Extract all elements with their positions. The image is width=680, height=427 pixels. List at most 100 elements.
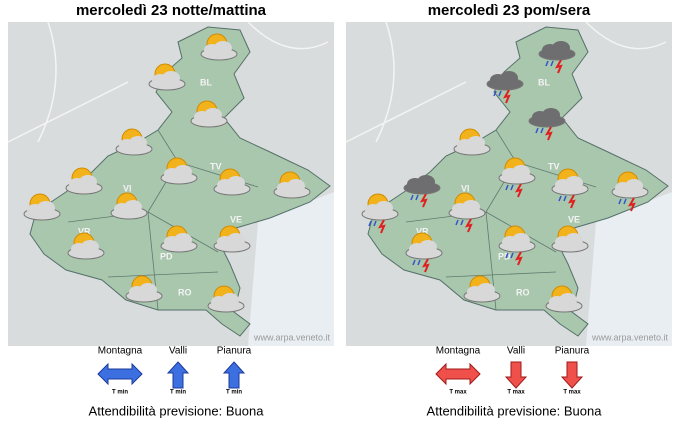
weather-icon [110,192,148,220]
arrow-label: T max [507,390,525,396]
lightning [627,197,636,212]
province-label: RO [516,287,530,297]
weather-icon [453,128,491,156]
cloud [204,108,222,122]
cloud [174,165,192,179]
weather-icon [213,225,251,253]
trend-arrow [97,362,143,386]
weather-icon [23,193,61,221]
cloud [512,165,530,179]
weather-icon [200,33,238,61]
forecast-panel: mercoledì 23 pom/sera BL TV VI VR PD VE RO www.a… [345,2,672,418]
lightning [502,89,511,104]
cloud [552,41,570,55]
weather-icon [551,225,589,253]
cloud [565,233,583,247]
lightning [514,183,523,198]
province-label: PD [498,251,511,261]
province-borders [405,129,597,311]
cloud [214,41,232,55]
lightning [554,59,563,74]
lightning [544,126,553,141]
cloud [139,283,157,297]
rain [412,259,421,266]
weather-icon [190,100,228,128]
weather-icon [361,193,399,234]
weather-icon [65,167,103,195]
cloud [81,240,99,254]
weather-icon [486,71,524,104]
reliability: Attendibilità previsione: Buona [427,403,603,418]
cloud [417,175,435,189]
province-borders [67,129,259,311]
cloud [129,136,147,150]
weather-icon [403,175,441,208]
province-label: BL [200,77,212,87]
province-label: TV [210,161,222,171]
province-label: TV [548,161,560,171]
weather-icon [160,225,198,253]
cloud [79,175,97,189]
watermark: www.arpa.veneto.it [591,332,669,342]
province-label: VI [123,183,132,193]
cloud [559,293,577,307]
cloud [565,176,583,190]
cloud [625,179,643,193]
lightning [419,193,428,208]
lightning [464,218,473,233]
lightning [514,251,523,266]
weather-icon [125,275,163,303]
cloud [227,233,245,247]
legend-label: Pianura [555,346,590,357]
weather-icon [448,192,486,233]
panel-title: mercoledì 23 notte/mattina [76,2,267,19]
rain [505,252,514,259]
map: BL TV VI VR PD VE RO www.arpa.veneto.it [7,21,334,346]
rain [368,220,377,227]
cloud [227,176,245,190]
cloud [162,71,180,85]
weather-icon [207,285,245,313]
rain [535,127,544,134]
legend-label: Pianura [217,346,252,357]
province-label: VE [568,214,580,224]
panel-title: mercoledì 23 pom/sera [428,2,591,19]
lightning [567,194,576,209]
cloud [500,71,518,85]
trend-arrow [560,361,584,389]
rain [410,194,419,201]
province-label: RO [178,287,192,297]
rain [558,195,567,202]
trend-arrow [504,361,528,389]
sea [586,192,672,346]
legend-label: Montagna [98,346,143,357]
cloud [542,108,560,122]
legend-label: Montagna [436,346,481,357]
weather-icon [528,108,566,141]
lightning [377,219,386,234]
weather-icon [67,232,105,260]
weather-icon [115,128,153,156]
weather-icon [498,225,536,266]
reliability: Attendibilità previsione: Buona [89,403,265,418]
weather-icon [463,275,501,303]
arrow-label: T min [170,390,186,396]
map: BL TV VI VR PD VE RO www.arpa.veneto.it [345,21,672,346]
border-line [345,21,667,143]
cloud [477,283,495,297]
cloud [174,233,192,247]
cloud [287,179,305,193]
weather-icon [405,232,443,273]
province-label: VR [78,226,91,236]
cloud [462,200,480,214]
rain [618,198,627,205]
rain [505,184,514,191]
cloud [221,293,239,307]
rain [493,90,502,97]
arrow-label: T max [563,390,581,396]
weather-icon [148,63,186,91]
trend-arrow [222,361,246,389]
legend-label: Valli [169,346,187,357]
weather-icon [498,157,536,198]
forecast-panel: mercoledì 23 notte/mattina BL TV VI VR PD VE RO… [7,2,334,418]
